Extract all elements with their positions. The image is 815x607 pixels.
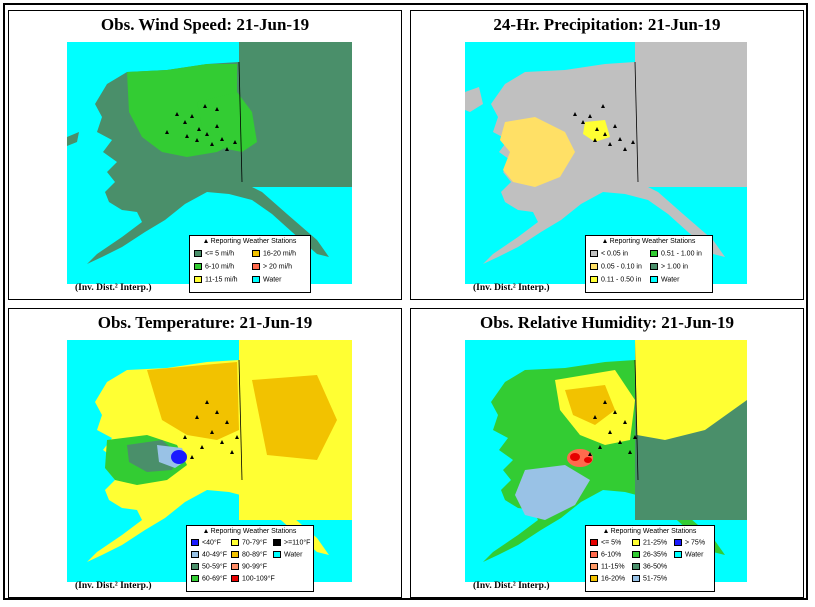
humidity-legend: Reporting Weather Stations <= 5% 21-25% …: [585, 525, 715, 592]
wind-speed-panel: Obs. Wind Speed: 21-Jun-19 (Inv. Dist.² …: [8, 10, 402, 300]
legend-item: <= 5 mi/h: [194, 250, 234, 258]
legend-item: 70-79°F: [231, 539, 267, 547]
legend-item: 80-89°F: [231, 551, 267, 559]
legend-item: > 20 mi/h: [252, 263, 292, 271]
temperature-legend: Reporting Weather Stations <40°F 70-79°F…: [186, 525, 314, 592]
legend-item: 90-99°F: [231, 563, 267, 571]
wind-station-markers: [165, 104, 237, 151]
panel-title: Obs. Temperature: 21-Jun-19: [97, 313, 313, 332]
legend-title: Reporting Weather Stations: [190, 238, 310, 245]
precipitation-legend: Reporting Weather Stations < 0.05 in 0.5…: [585, 235, 713, 293]
legend-item: 11-15%: [590, 563, 625, 571]
legend-item: 40-49°F: [191, 551, 227, 559]
legend-item: 0.51 - 1.00 in: [650, 250, 702, 258]
legend-item: Water: [674, 551, 703, 559]
station-triangle-icon: [602, 239, 607, 244]
legend-title: Reporting Weather Stations: [586, 528, 714, 535]
legend-item: 16-20%: [590, 575, 625, 583]
legend-item: <40°F: [191, 539, 221, 547]
legend-item: <= 5%: [590, 539, 621, 547]
legend-item: Water: [273, 551, 302, 559]
legend-item: 6-10%: [590, 551, 621, 559]
panel-title: 24-Hr. Precipitation: 21-Jun-19: [493, 15, 721, 34]
legend-item: 50-59°F: [191, 563, 227, 571]
legend-item: 11-15 mi/h: [194, 276, 238, 284]
panel-title: Obs. Wind Speed: 21-Jun-19: [100, 15, 310, 34]
legend-item: 6-10 mi/h: [194, 263, 234, 271]
legend-item: Water: [252, 276, 281, 284]
legend-item: < 0.05 in: [590, 250, 628, 258]
humidity-station-markers: [588, 400, 637, 456]
station-triangle-icon: [203, 529, 208, 534]
legend-title: Reporting Weather Stations: [586, 238, 712, 245]
station-triangle-icon: [203, 239, 208, 244]
legend-item: 60-69°F: [191, 575, 227, 583]
legend-item: 21-25%: [632, 539, 667, 547]
legend-item: 36-50%: [632, 563, 667, 571]
legend-item: 0.11 - 0.50 in: [590, 276, 641, 284]
legend-item: 0.05 - 0.10 in: [590, 263, 642, 271]
temperature-panel: Obs. Temperature: 21-Jun-19 (Inv. Dist.²…: [8, 308, 402, 598]
legend-item: >=110°F: [273, 539, 310, 547]
interp-label: (Inv. Dist.² Interp.): [473, 581, 550, 591]
temp-station-markers: [183, 400, 239, 459]
legend-item: 16-20 mi/h: [252, 250, 296, 258]
legend-item: 51-75%: [632, 575, 667, 583]
figure-frame: [3, 3, 808, 600]
legend-item: 100-109°F: [231, 575, 275, 583]
interp-label: (Inv. Dist.² Interp.): [75, 283, 152, 293]
legend-item: > 75%: [674, 539, 705, 547]
legend-item: Water: [650, 276, 679, 284]
legend-title: Reporting Weather Stations: [187, 528, 313, 535]
precip-station-markers: [573, 104, 635, 151]
humidity-map: [465, 340, 747, 582]
interp-label: (Inv. Dist.² Interp.): [473, 283, 550, 293]
interp-label: (Inv. Dist.² Interp.): [75, 581, 152, 591]
wind-speed-legend: Reporting Weather Stations <= 5 mi/h 16-…: [189, 235, 311, 293]
legend-item: 26-35%: [632, 551, 667, 559]
humidity-panel: Obs. Relative Humidity: 21-Jun-19 (Inv. …: [410, 308, 804, 598]
precipitation-panel: 24-Hr. Precipitation: 21-Jun-19 (Inv. Di…: [410, 10, 804, 300]
station-triangle-icon: [603, 529, 608, 534]
panel-title: Obs. Relative Humidity: 21-Jun-19: [479, 313, 735, 332]
legend-item: > 1.00 in: [650, 263, 688, 271]
